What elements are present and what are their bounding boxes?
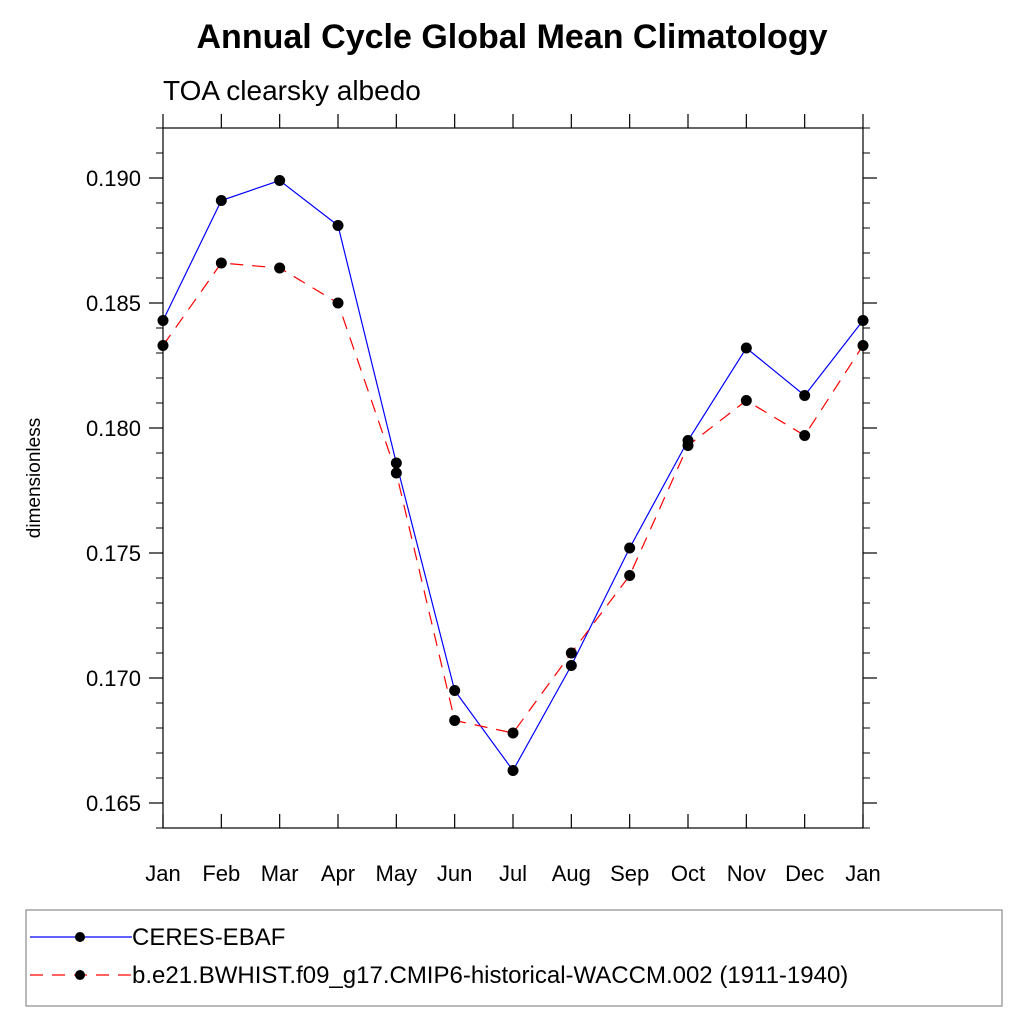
y-tick-label: 0.170 bbox=[86, 666, 141, 691]
x-tick-label: Feb bbox=[202, 861, 240, 886]
data-point-series-0 bbox=[390, 457, 402, 469]
data-point-series-0 bbox=[274, 175, 286, 186]
legend-marker-waccm bbox=[75, 970, 85, 980]
data-point-series-0 bbox=[157, 315, 169, 326]
x-tick-label: Mar bbox=[261, 861, 299, 886]
y-tick-label: 0.185 bbox=[86, 291, 141, 316]
y-tick-label: 0.175 bbox=[86, 541, 141, 566]
plot-border bbox=[162, 127, 864, 829]
data-point-series-0 bbox=[332, 220, 344, 231]
x-tick-label: May bbox=[376, 861, 418, 886]
data-point-series-1 bbox=[624, 570, 636, 581]
x-tick-label: Jun bbox=[437, 861, 472, 886]
data-point-series-1 bbox=[740, 395, 752, 406]
data-point-series-1 bbox=[682, 440, 694, 451]
data-point-series-0 bbox=[565, 660, 577, 671]
data-point-series-1 bbox=[449, 715, 461, 726]
data-point-series-0 bbox=[740, 342, 752, 354]
data-point-series-0 bbox=[799, 390, 811, 401]
x-tick-label: Apr bbox=[321, 861, 355, 886]
series-lines bbox=[162, 179, 864, 772]
legend-label-waccm: b.e21.BWHIST.f09_g17.CMIP6-historical-WA… bbox=[132, 962, 848, 989]
data-point-series-0 bbox=[215, 195, 227, 206]
x-tick-label: Jul bbox=[499, 861, 527, 886]
axis-ticks: Jan Feb Mar Apr May Jun Jul Aug Sep Oct Nov Dec Jan 0… bbox=[86, 114, 881, 886]
data-point-series-0 bbox=[624, 542, 636, 554]
y-tick-label: 0.165 bbox=[86, 791, 141, 816]
x-tick-label: Aug bbox=[552, 861, 591, 886]
x-tick-label: Sep bbox=[610, 861, 649, 886]
legend-marker-ceres bbox=[75, 932, 85, 942]
series-line-1 bbox=[162, 262, 864, 734]
data-point-series-1 bbox=[507, 727, 519, 739]
data-point-series-0 bbox=[449, 685, 461, 696]
data-point-series-1 bbox=[857, 340, 869, 351]
series-line-0 bbox=[162, 179, 864, 772]
y-axis-label: dimensionless bbox=[24, 418, 45, 538]
x-tick-label: Oct bbox=[671, 861, 705, 886]
legend-label-ceres: CERES-EBAF bbox=[132, 924, 285, 951]
y-tick-label: 0.180 bbox=[86, 416, 141, 441]
x-tick-label: Jan bbox=[845, 861, 880, 886]
data-point-series-1 bbox=[157, 340, 169, 351]
series-markers bbox=[157, 175, 869, 776]
data-point-series-1 bbox=[332, 297, 344, 309]
legend: CERES-EBAF b.e21.BWHIST.f09_g17.CMIP6-hi… bbox=[25, 909, 1003, 1007]
chart-subtitle: TOA clearsky albedo bbox=[163, 75, 421, 106]
y-tick-label: 0.190 bbox=[86, 166, 141, 191]
data-point-series-1 bbox=[799, 430, 811, 441]
data-point-series-0 bbox=[507, 765, 519, 776]
x-tick-label: Jan bbox=[145, 861, 180, 886]
data-point-series-1 bbox=[215, 257, 227, 269]
chart-title: Annual Cycle Global Mean Climatology bbox=[197, 18, 828, 56]
x-tick-label: Nov bbox=[727, 861, 766, 886]
x-tick-label: Dec bbox=[785, 861, 824, 886]
plot-frame bbox=[162, 127, 864, 829]
data-point-series-0 bbox=[857, 315, 869, 326]
data-point-series-1 bbox=[274, 262, 286, 274]
data-point-series-1 bbox=[390, 467, 402, 479]
data-point-series-1 bbox=[565, 647, 577, 659]
legend-box bbox=[25, 909, 1003, 1007]
